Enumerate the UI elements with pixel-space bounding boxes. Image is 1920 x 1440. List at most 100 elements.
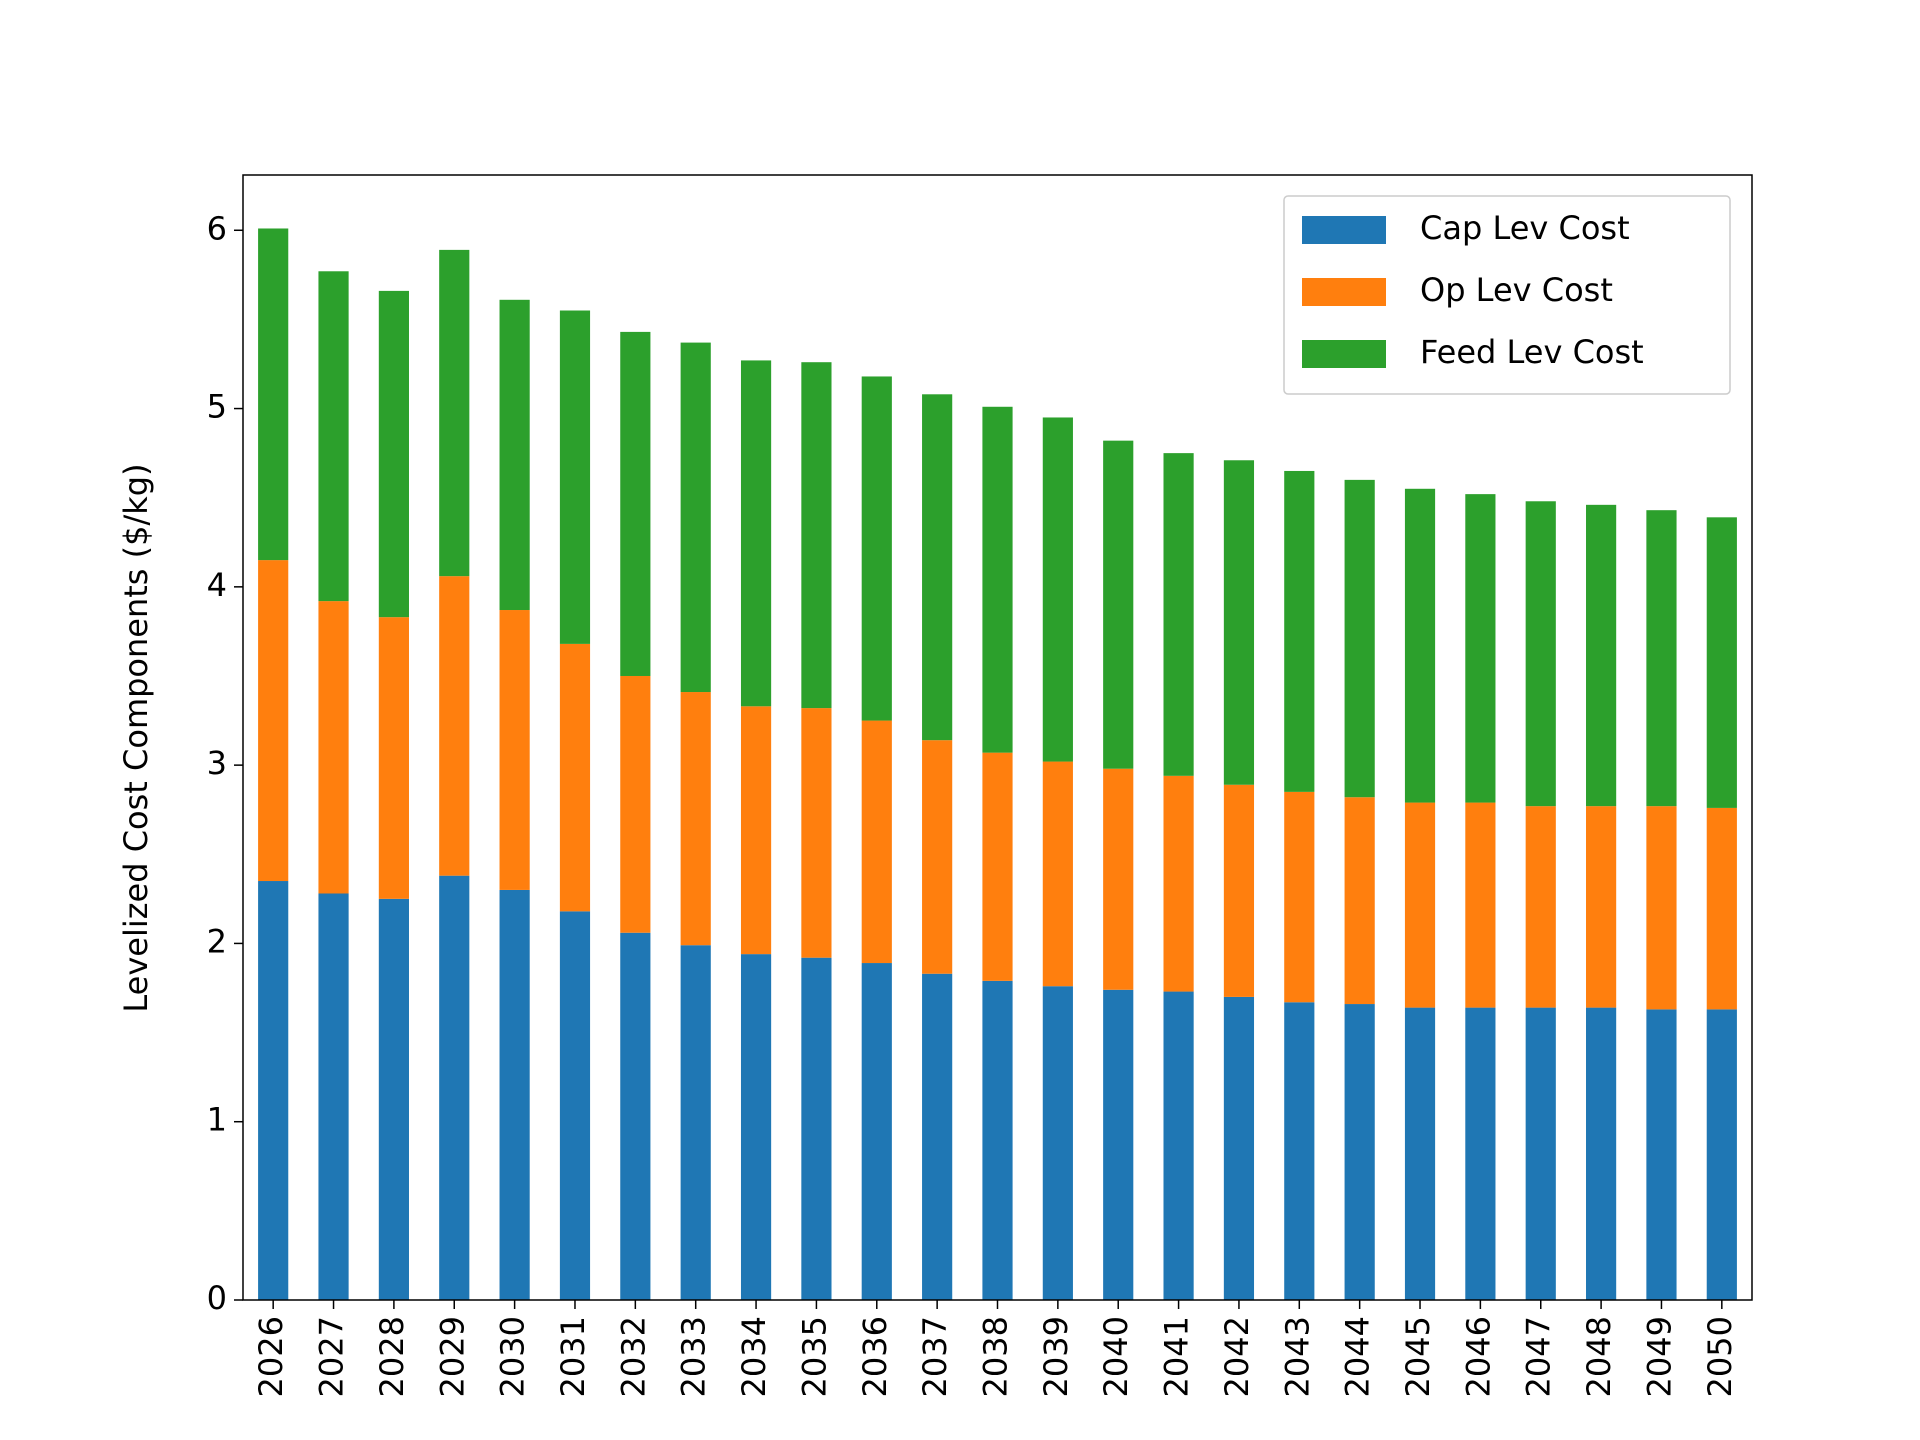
legend-label: Feed Lev Cost	[1420, 333, 1644, 371]
bar-segment	[922, 394, 953, 741]
bar-segment	[982, 406, 1013, 753]
x-tick-label: 2050	[1701, 1316, 1739, 1397]
bar-segment	[1042, 986, 1073, 1300]
bar-segment	[559, 911, 591, 1300]
bar-segment	[1465, 802, 1496, 1008]
bar-segment	[1103, 768, 1134, 990]
bar-segment	[1706, 517, 1737, 808]
bar-segment	[1465, 494, 1496, 803]
x-tick-label: 2046	[1459, 1316, 1497, 1397]
bar-segment	[1223, 460, 1255, 785]
bar-segment	[1404, 802, 1436, 1008]
bar-segment	[378, 617, 409, 899]
bar-segment	[499, 610, 530, 890]
bar-segment	[1284, 470, 1315, 792]
bar-segment	[801, 362, 832, 709]
legend-box	[1283, 195, 1731, 395]
bar-segment	[680, 692, 711, 946]
bar-segment	[1042, 417, 1073, 762]
x-tick-label: 2044	[1339, 1316, 1377, 1397]
x-tick-label: 2045	[1399, 1316, 1437, 1397]
x-tick-label: 2040	[1097, 1316, 1135, 1397]
x-tick-label: 2036	[856, 1316, 894, 1397]
bar-segment	[1223, 996, 1255, 1300]
bar-segment	[378, 290, 409, 618]
x-tick-label: 2049	[1640, 1316, 1678, 1397]
bar-segment	[499, 299, 530, 611]
bar-segment	[620, 932, 651, 1300]
x-tick-label: 2034	[735, 1316, 773, 1397]
bar-segment	[1404, 488, 1436, 803]
legend-swatch	[1302, 216, 1386, 244]
x-tick-label: 2031	[554, 1316, 592, 1397]
bar-segment	[680, 342, 711, 693]
bar-segment	[258, 881, 289, 1300]
bar-segment	[922, 740, 953, 974]
y-tick-label: 2	[207, 922, 227, 960]
legend-swatch	[1302, 278, 1386, 306]
x-tick-label: 2047	[1520, 1316, 1558, 1397]
bar-segment	[1284, 791, 1315, 1003]
bar-segment	[1344, 797, 1375, 1005]
x-tick-label: 2041	[1158, 1316, 1196, 1397]
x-tick-label: 2043	[1278, 1316, 1316, 1397]
bar-segment	[1404, 1007, 1436, 1300]
bar-segment	[318, 271, 349, 602]
axes-frame	[242, 174, 1753, 1301]
x-tick-label: 2032	[614, 1316, 652, 1397]
bar-segment	[499, 889, 530, 1300]
y-tick-label: 3	[207, 744, 227, 782]
bar-segment	[1284, 1002, 1315, 1300]
bar-segment	[740, 954, 772, 1300]
bar-segment	[740, 360, 772, 707]
x-tick-label: 2039	[1037, 1316, 1075, 1397]
bar-segment	[1525, 1007, 1556, 1300]
y-tick-label: 5	[207, 388, 227, 426]
bar-segment	[1586, 504, 1617, 807]
bar-segment	[1163, 775, 1194, 992]
bar-segment	[559, 310, 591, 644]
bar-segment	[1344, 479, 1375, 798]
legend-label: Cap Lev Cost	[1420, 209, 1630, 247]
bar-segment	[1586, 806, 1617, 1008]
y-tick-label: 0	[207, 1279, 227, 1317]
x-tick-label: 2033	[675, 1316, 713, 1397]
bar-segment	[1586, 1007, 1617, 1300]
y-axis-label: Levelized Cost Components ($/kg)	[117, 463, 155, 1012]
bar-segment	[1465, 1007, 1496, 1300]
bar-segment	[1103, 440, 1134, 769]
bar-segment	[1042, 761, 1073, 987]
x-tick-label: 2030	[494, 1316, 532, 1397]
legend-label: Op Lev Cost	[1420, 271, 1613, 309]
bar-segment	[861, 376, 892, 721]
bar-segment	[439, 576, 470, 876]
bar-segment	[258, 560, 289, 882]
bar-segment	[1103, 989, 1134, 1300]
bar-segment	[439, 249, 470, 577]
x-tick-label: 2035	[795, 1316, 833, 1397]
x-tick-label: 2027	[313, 1316, 351, 1397]
bar-segment	[801, 957, 832, 1300]
x-tick-label: 2048	[1580, 1316, 1618, 1397]
y-tick-label: 4	[207, 566, 227, 604]
bar-segment	[680, 945, 711, 1300]
bar-segment	[620, 675, 651, 933]
bar-segment	[982, 980, 1013, 1300]
bar-segment	[982, 752, 1013, 981]
bar-segment	[1646, 1009, 1677, 1300]
bar-segment	[801, 708, 832, 958]
bar-segment	[922, 973, 953, 1300]
bar-segment	[1163, 453, 1194, 776]
bar-segment	[1706, 1009, 1737, 1300]
bar-segment	[1646, 806, 1677, 1010]
bar-segment	[1706, 807, 1737, 1010]
bar-segment	[861, 720, 892, 964]
x-tick-label: 2037	[916, 1316, 954, 1397]
y-tick-label: 1	[207, 1101, 227, 1139]
x-tick-label: 2026	[252, 1316, 290, 1397]
bar-segment	[318, 601, 349, 894]
bar-segment	[861, 963, 892, 1300]
bar-segment	[1525, 501, 1556, 807]
bar-segment	[559, 643, 591, 912]
